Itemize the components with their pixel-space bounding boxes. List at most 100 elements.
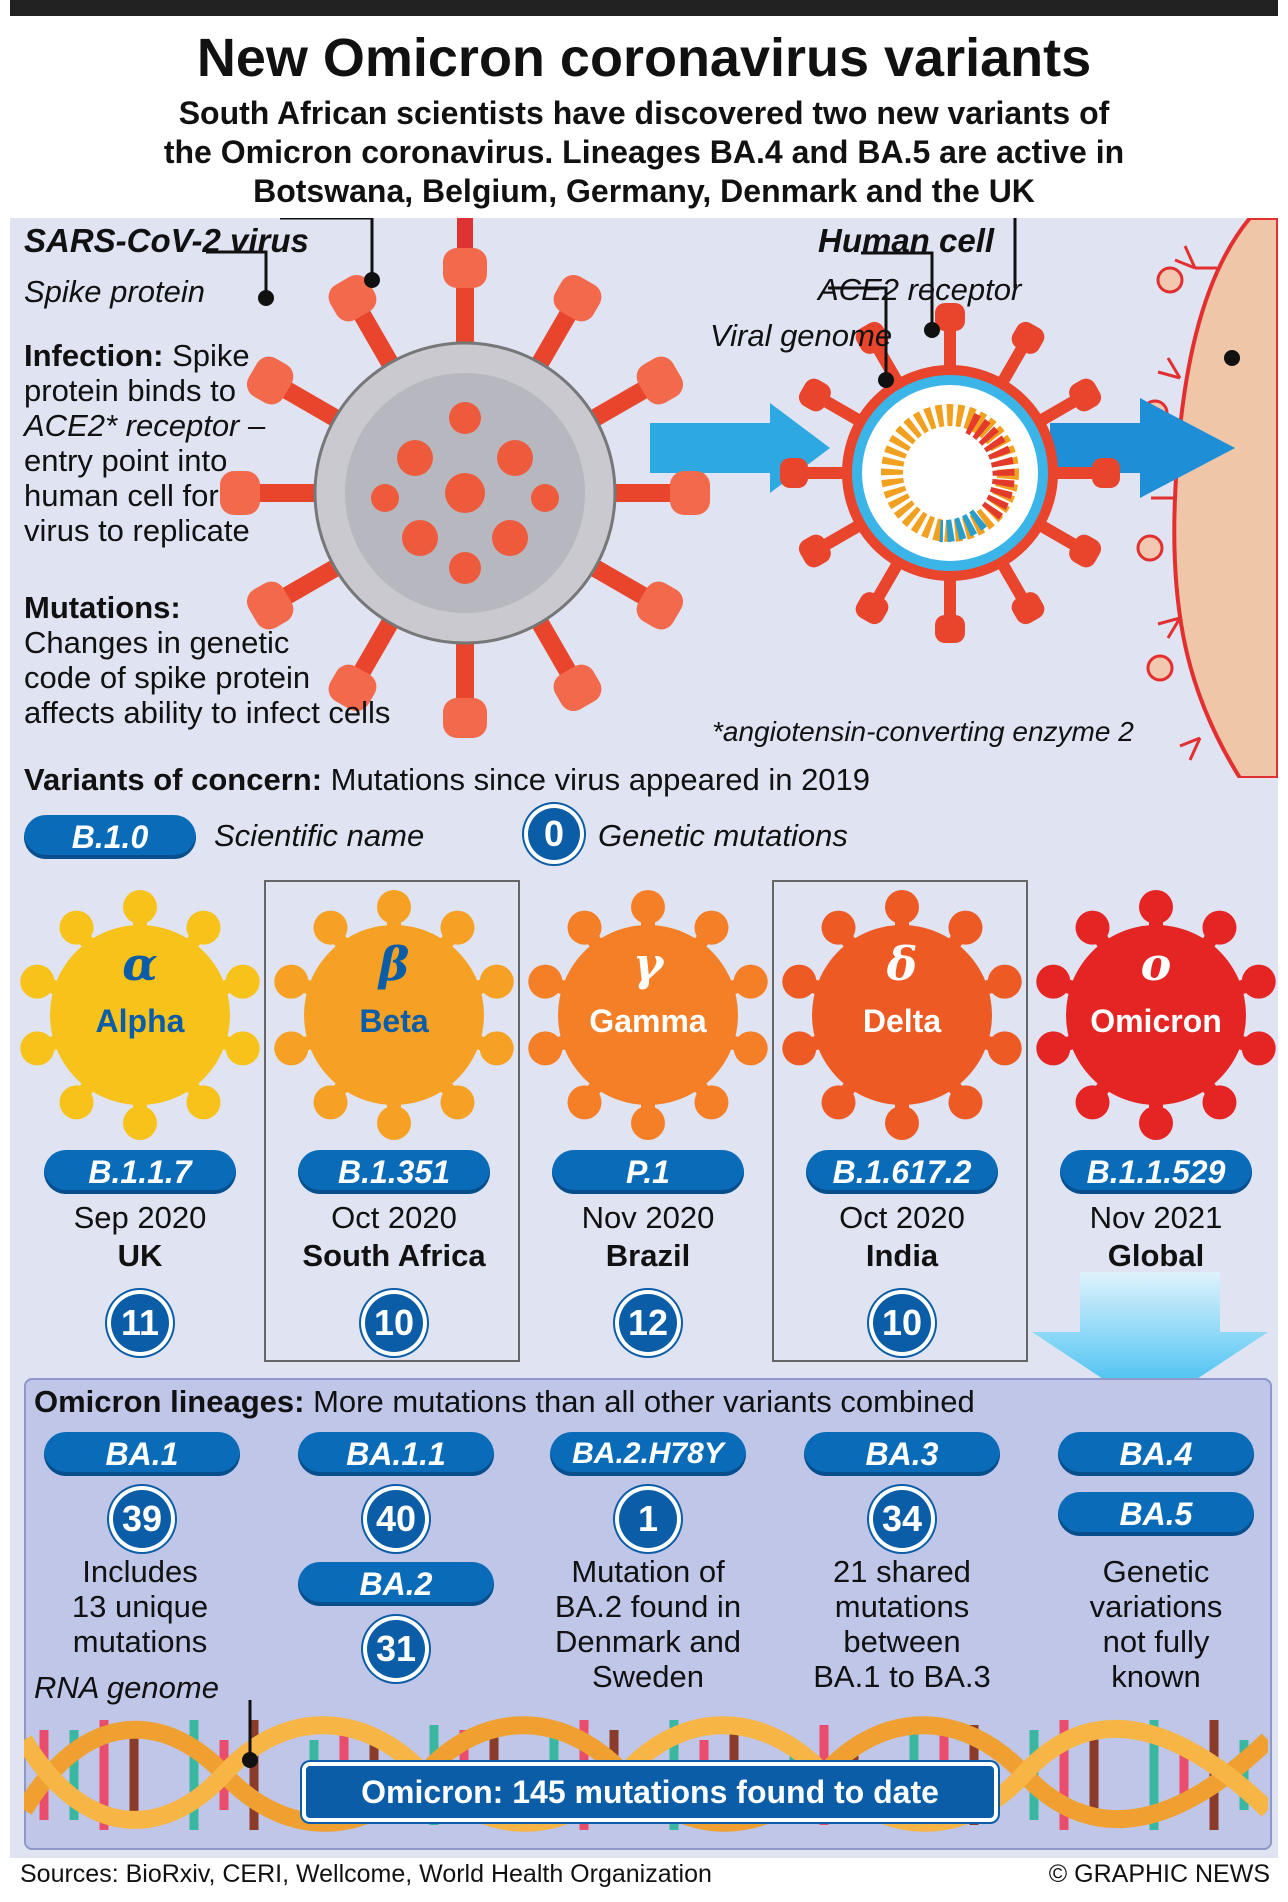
lineage-ba3-badge: 34 — [873, 1490, 931, 1548]
variant-name: Omicron — [1090, 1003, 1222, 1039]
variant-place: UK — [117, 1238, 163, 1273]
subtitle-line-2: the Omicron coronavirus. Lineages BA.4 a… — [163, 134, 1125, 170]
ba5-note-4: known — [1111, 1659, 1201, 1694]
infection-illustration — [206, 218, 1278, 778]
lineage-ba4-pill: BA.4 — [1058, 1432, 1254, 1476]
variant-symbol: ο — [1140, 937, 1172, 991]
lineage-ba3-note: 21 shared mutations between BA.1 to BA.3 — [784, 1554, 1020, 1694]
virus-spikes — [220, 248, 710, 738]
variant-place: Brazil — [605, 1238, 691, 1273]
variant-name: Beta — [359, 1003, 429, 1039]
variant-mutations-badge: 10 — [365, 1294, 423, 1352]
ba2h78y-note-1: Mutation of — [571, 1554, 725, 1589]
variant-place: India — [865, 1238, 939, 1273]
variant-symbol: γ — [632, 937, 664, 991]
variant-symbol: β — [378, 937, 410, 991]
lineage-ba2-pill: BA.2 — [298, 1562, 494, 1606]
ba5-note-3: not fully — [1102, 1624, 1210, 1659]
infection-line-4: entry point into — [24, 443, 228, 478]
variant-virus-gamma — [528, 890, 768, 1140]
variant-code-pill: B.1.617.2 — [806, 1150, 998, 1194]
ba2h78y-note-4: Sweden — [591, 1659, 705, 1694]
ba3-note-1: 21 shared — [833, 1554, 971, 1589]
variant-virus-delta — [782, 890, 1022, 1140]
variant-date: Nov 2021 — [1089, 1200, 1223, 1235]
page-subtitle: South African scientists have discovered… — [40, 94, 1248, 211]
legend-pill: B.1.0 — [24, 815, 196, 859]
lineage-ba1-badge: 39 — [113, 1490, 171, 1548]
mutations-line-2: code of spike protein — [24, 660, 311, 695]
ace2-label: ACE2 receptor — [818, 272, 1022, 307]
rna-label: RNA genome — [34, 1670, 219, 1705]
infection-line-1: Spike — [163, 338, 250, 373]
lineage-ba2-badge: 31 — [367, 1620, 425, 1678]
virus-label: SARS-CoV-2 virus — [24, 222, 309, 259]
variants-subheading: Mutations since virus appeared in 2019 — [322, 762, 871, 797]
lineage-ba1-note: Includes 13 unique mutations — [30, 1554, 250, 1659]
small-virus — [780, 303, 1120, 643]
variant-mutations-badge: 11 — [111, 1294, 169, 1352]
variant-virus-alpha — [20, 890, 260, 1140]
page-title: New Omicron coronavirus variants — [196, 28, 1092, 88]
variant-name: Gamma — [589, 1003, 707, 1039]
variant-name: Alpha — [95, 1003, 185, 1039]
ba3-note-2: mutations — [834, 1589, 970, 1624]
beta-frame — [264, 880, 520, 1362]
top-rule — [10, 0, 1278, 16]
subtitle-line-1: South African scientists have discovered… — [178, 95, 1110, 131]
lineage-ba2h78y-note: Mutation of BA.2 found in Denmark and Sw… — [528, 1554, 768, 1694]
total-banner: Omicron: 145 mutations found to date — [302, 1762, 998, 1822]
variant-virus-omicron — [1036, 890, 1276, 1140]
lineage-ba2h78y-badge: 1 — [619, 1490, 677, 1548]
ba3-note-3: between — [843, 1624, 961, 1659]
ba2h78y-note-2: BA.2 found in — [554, 1589, 742, 1624]
sources: Sources: BioRxiv, CERI, Wellcome, World … — [20, 1860, 712, 1888]
legend-badge-text: Genetic mutations — [598, 818, 848, 853]
legend-badge: 0 — [528, 808, 580, 860]
infection-line-2: protein binds to — [24, 373, 236, 408]
variant-code-pill: B.1.1.7 — [44, 1150, 236, 1194]
mutations-line-1: Changes in genetic — [24, 625, 290, 660]
variant-place: Global — [1107, 1238, 1205, 1273]
variant-code-pill: B.1.351 — [298, 1150, 490, 1194]
lineage-ba1-pill: BA.1 — [44, 1432, 240, 1476]
infection-line-5: human cell for — [24, 478, 219, 513]
mutations-line-3: affects ability to infect cells — [24, 695, 391, 730]
lineage-ba5-pill: BA.5 — [1058, 1492, 1254, 1536]
ba1-note-1: Includes — [82, 1554, 198, 1589]
variants-heading-bold: Variants of concern: — [24, 762, 323, 797]
ace2-receptors — [1151, 245, 1217, 761]
lineage-ba11-pill: BA.1.1 — [298, 1432, 494, 1476]
variant-mutations-badge: 10 — [873, 1294, 931, 1352]
subtitle-line-3: Botswana, Belgium, Germany, Denmark and … — [253, 173, 1035, 209]
variant-date: Oct 2020 — [331, 1200, 457, 1235]
variant-place: South Africa — [302, 1238, 486, 1273]
variant-virus-beta — [274, 890, 514, 1140]
human-cell — [1172, 218, 1278, 778]
ba3-note-4: BA.1 to BA.3 — [813, 1659, 991, 1694]
lineages-subheading: More mutations than all other variants c… — [304, 1384, 975, 1419]
infection-heading: Infection: — [24, 338, 164, 373]
variant-date: Sep 2020 — [73, 1200, 207, 1235]
ba2h78y-note-3: Denmark and — [554, 1624, 742, 1659]
lineage-ba11-badge: 40 — [367, 1490, 425, 1548]
variants-heading: Variants of concern: Mutations since vir… — [24, 762, 870, 798]
sars-cov-2-virus — [220, 218, 710, 738]
lineages-heading-bold: Omicron lineages: — [34, 1384, 305, 1419]
infection-text: Infection: Spike protein binds to ACE2* … — [24, 338, 324, 548]
ba1-note-2: 13 unique — [71, 1589, 209, 1624]
variant-date: Nov 2020 — [581, 1200, 715, 1235]
variant-mutations-badge: 12 — [619, 1294, 677, 1352]
lineage-ba5-note: Genetic variations not fully known — [1044, 1554, 1268, 1694]
lineage-ba3-pill: BA.3 — [804, 1432, 1000, 1476]
footnote: *angiotensin-converting enzyme 2 — [712, 716, 1134, 747]
variant-symbol: α — [122, 937, 158, 991]
ba1-note-3: mutations — [72, 1624, 208, 1659]
spike-label: Spike protein — [24, 274, 205, 309]
lineages-heading: Omicron lineages: More mutations than al… — [34, 1384, 975, 1420]
mutations-heading: Mutations: — [24, 590, 181, 625]
lineage-ba2h78y-pill: BA.2.H78Y — [550, 1432, 746, 1476]
variant-code-pill: P.1 — [552, 1150, 744, 1194]
legend-pill-text: Scientific name — [214, 818, 425, 853]
omicron-arrow — [1032, 1272, 1268, 1410]
